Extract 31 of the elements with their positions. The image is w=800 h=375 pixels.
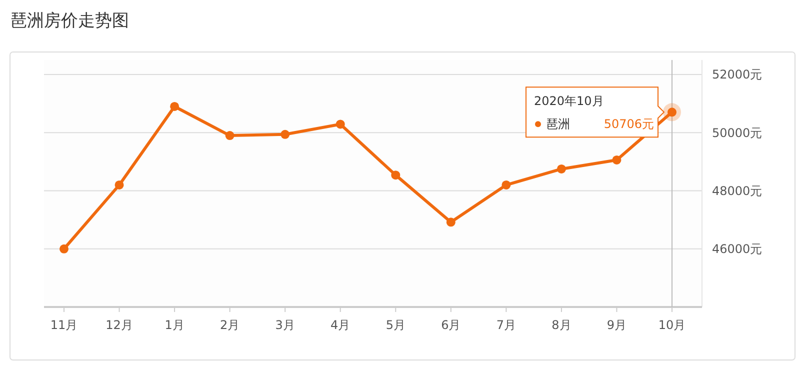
point [556,164,566,174]
annotation: 2020年10月 [534,94,604,108]
point [225,131,234,140]
point [336,120,345,129]
x-tick-label: 10月 [658,318,686,332]
point [60,244,68,254]
x-tick-label: 9月 [606,318,627,332]
point [612,155,622,164]
chart-title: 琶洲房价走势图 [10,11,129,31]
x-tick-label: 11月 [50,318,78,332]
data-label: 50706元 [604,117,654,132]
y-tick-label: 50000元 [712,126,762,140]
x-tick-label: 7月 [496,318,516,332]
x-tick-label: 6月 [441,318,461,332]
y-tick-label: 48000元 [712,184,762,198]
y-tick-label: 52000元 [712,68,762,82]
point [502,180,511,190]
point [114,180,124,190]
x-tick-label: 5月 [386,318,406,332]
y-tick-label: 46000元 [712,242,762,256]
x-tick-label: 1月 [164,318,184,332]
x-tick-label: 3月 [275,318,295,332]
legend-label: 琶洲 [546,117,570,132]
point [170,102,180,111]
point [391,170,400,180]
x-tick-label: 12月 [106,318,133,332]
x-tick-label: 4月 [330,318,350,332]
x-tick-label: 8月 [552,318,572,332]
point [280,130,290,139]
x-tick-label: 2月 [220,318,240,332]
point [446,218,456,227]
